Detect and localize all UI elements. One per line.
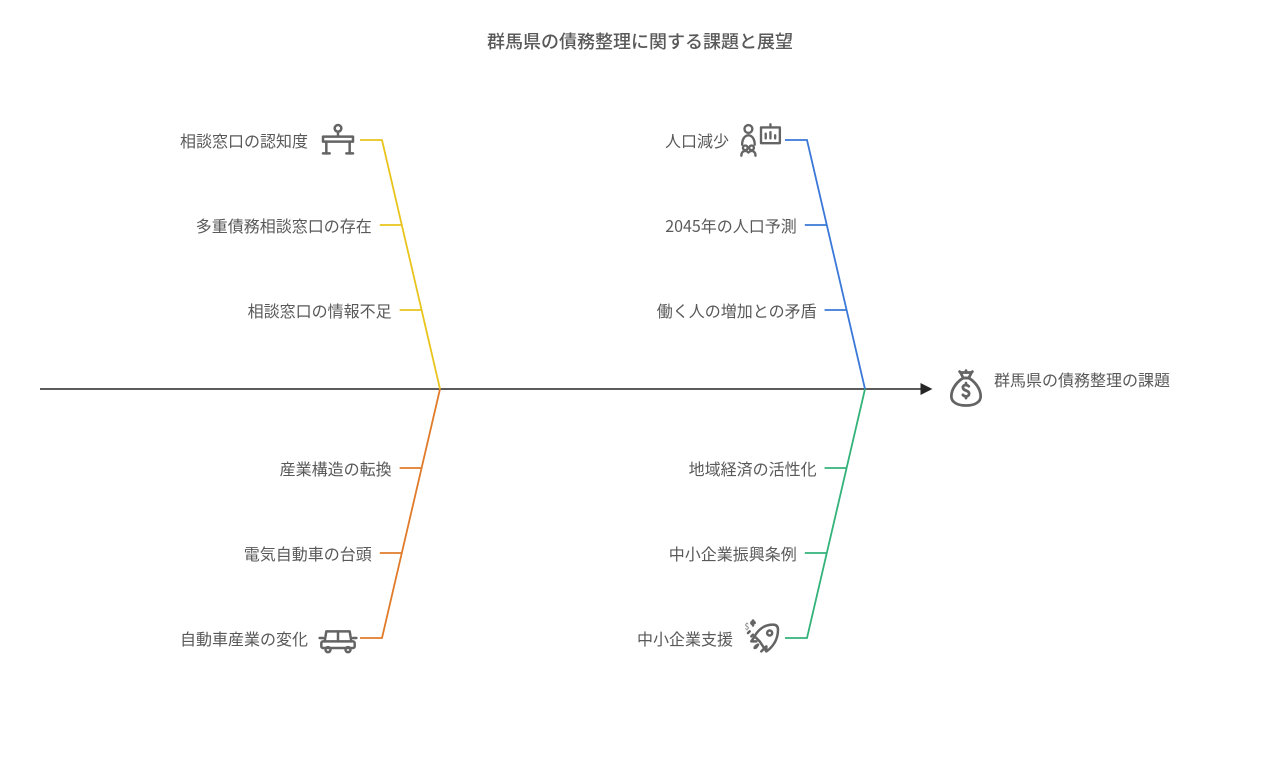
branch-sub-bottom-left-0: 産業構造の転換 bbox=[192, 458, 392, 479]
branch-sub-top-right-0: 2045年の人口予測 bbox=[597, 215, 797, 236]
outcome-label: 群馬県の債務整理の課題 bbox=[994, 369, 1214, 391]
branch-sub-bottom-left-1: 電気自動車の台頭 bbox=[172, 543, 372, 564]
branch-top-left bbox=[360, 140, 440, 389]
branch-sub-bottom-right-1: 中小企業振興条例 bbox=[597, 543, 797, 564]
people-presentation-icon bbox=[739, 120, 783, 160]
branch-foot-bottom-right: 中小企業支援 bbox=[533, 628, 733, 649]
branch-sub-top-left-1: 相談窓口の情報不足 bbox=[192, 300, 392, 321]
branch-sub-bottom-right-0: 地域経済の活性化 bbox=[617, 458, 817, 479]
branch-bottom-left bbox=[360, 389, 440, 638]
money-bag-icon bbox=[944, 367, 988, 411]
rocket-money-icon: $ bbox=[743, 618, 783, 658]
branch-sub-top-left-0: 多重債務相談窓口の存在 bbox=[172, 215, 372, 236]
branch-top-right bbox=[785, 140, 865, 389]
desk-icon bbox=[318, 120, 358, 160]
car-icon bbox=[318, 621, 358, 655]
branch-head-top-left: 相談窓口の認知度 bbox=[108, 130, 308, 151]
branch-head-top-right: 人口減少 bbox=[529, 130, 729, 151]
branch-foot-bottom-left: 自動車産業の変化 bbox=[108, 628, 308, 649]
branch-sub-top-right-1: 働く人の増加との矛盾 bbox=[617, 300, 817, 321]
branch-bottom-right bbox=[785, 389, 865, 638]
